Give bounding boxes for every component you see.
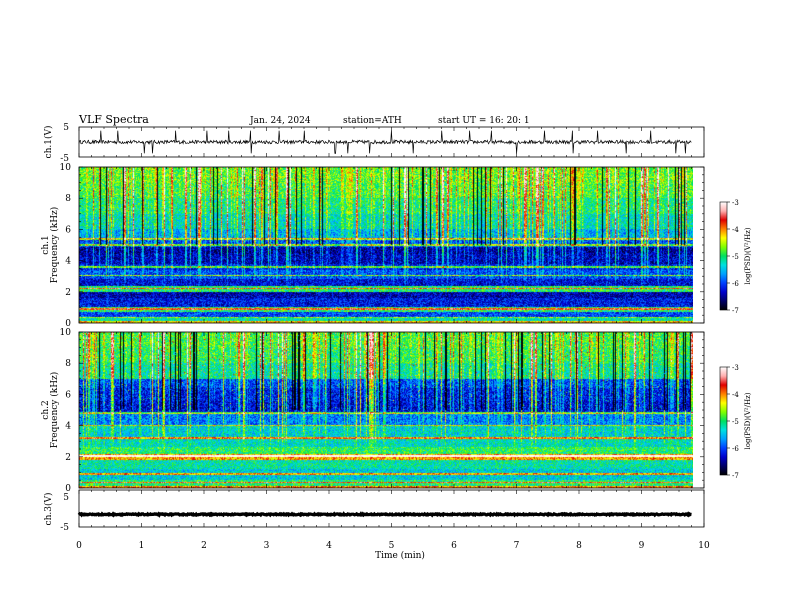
time-tick-label: 10 xyxy=(698,541,710,551)
freq-tick-label: 8 xyxy=(65,194,71,204)
colorbar-tick-label: -5 xyxy=(732,418,739,426)
ch3-wave-ticks xyxy=(78,490,705,527)
time-axis-label: Time (min) xyxy=(375,550,425,561)
ch1-waveform-panel: 5 -5 ch.1(V) xyxy=(43,123,705,164)
ch2-colorbar-ticks: -3 -4 -5 -6 -7 xyxy=(727,364,739,480)
freq-tick-label: 0 xyxy=(65,319,71,329)
time-tick-label: 8 xyxy=(576,541,582,551)
time-tick-label: 9 xyxy=(639,541,645,551)
date-label: Jan. 24, 2024 xyxy=(249,116,311,126)
ch2-spec-ylabel: Frequency (kHz) xyxy=(49,372,60,449)
freq-tick-label: 0 xyxy=(65,484,71,494)
freq-tick-label: 4 xyxy=(65,257,71,267)
freq-tick-label: 2 xyxy=(65,453,71,463)
freq-tick-label: 6 xyxy=(65,225,71,235)
ch1-spec-channel-label: ch.1 xyxy=(41,235,51,254)
time-tick-label: 7 xyxy=(514,541,520,551)
colorbar-tick-label: -3 xyxy=(732,364,739,372)
colorbar-tick-label: -5 xyxy=(732,253,739,261)
freq-tick-label: 8 xyxy=(65,359,71,369)
freq-tick-label: 6 xyxy=(65,390,71,400)
ch1-spectrogram-image xyxy=(79,167,693,323)
freq-tick-label: 10 xyxy=(60,163,72,173)
freq-tick-label: 4 xyxy=(65,422,71,432)
colorbar-tick-label: -3 xyxy=(732,199,739,207)
ch1-colorbar xyxy=(719,201,728,311)
ch1-waveform-line xyxy=(78,130,692,154)
colorbar-tick-label: -6 xyxy=(732,445,739,453)
ch1-spec-ylabel: Frequency (kHz) xyxy=(49,207,60,284)
freq-tick-label: 10 xyxy=(60,328,72,338)
ch2-spectrogram-frame xyxy=(78,331,705,489)
ch3-waveform-frame xyxy=(78,489,705,528)
ch2-colorbar-label: log(PSD)(V²/Hz) xyxy=(744,392,752,449)
colorbar-tick-label: -7 xyxy=(732,472,739,480)
ch2-spec-ytick-labels: 0 2 4 6 8 10 xyxy=(60,328,72,494)
ch1-waveform-frame xyxy=(78,126,705,158)
colorbar-tick-label: -4 xyxy=(732,226,739,234)
ch1-colorbar-label: log(PSD)(V²/Hz) xyxy=(744,227,752,284)
ch3-waveform-panel: 5 -5 ch.3(V) 0 1 2 3 4 5 6 7 8 9 10 Time (min) xyxy=(43,489,710,561)
time-tick-label: 2 xyxy=(201,541,207,551)
ch1-spectrogram-frame xyxy=(78,166,705,324)
time-tick-label: 4 xyxy=(326,541,332,551)
ch3-wave-ylabel: ch.3(V) xyxy=(43,493,54,526)
time-axis-tick-labels: 0 1 2 3 4 5 6 7 8 9 10 xyxy=(76,541,710,551)
time-tick-label: 3 xyxy=(264,541,270,551)
colorbar-tick-label: -6 xyxy=(732,280,739,288)
ch2-spec-channel-label: ch.2 xyxy=(41,400,51,419)
time-tick-label: 0 xyxy=(76,541,82,551)
ch3-waveform-line xyxy=(77,511,692,518)
ch3-wave-ytick-bottom: -5 xyxy=(60,523,69,533)
ch2-colorbar xyxy=(719,366,728,476)
freq-tick-label: 2 xyxy=(65,288,71,298)
colorbar-tick-label: -7 xyxy=(732,307,739,315)
time-tick-label: 6 xyxy=(451,541,457,551)
ch1-spec-ytick-labels: 0 2 4 6 8 10 xyxy=(60,163,72,329)
start-ut-label: start UT = 16: 20: 1 xyxy=(438,116,530,126)
ch1-wave-ylabel: ch.1(V) xyxy=(43,126,54,159)
ch3-wave-ytick-top: 5 xyxy=(63,493,69,503)
time-tick-label: 1 xyxy=(139,541,145,551)
colorbar-tick-label: -4 xyxy=(732,391,739,399)
ch1-wave-ytick-top: 5 xyxy=(63,123,69,133)
time-tick-label: 5 xyxy=(389,541,395,551)
ch2-spectrogram-image xyxy=(79,332,693,488)
figure-title: VLF Spectra xyxy=(78,113,149,126)
station-label: station=ATH xyxy=(343,116,402,126)
ch1-wave-ytick-bottom: -5 xyxy=(60,154,69,164)
ch1-colorbar-ticks: -3 -4 -5 -6 -7 xyxy=(727,199,739,315)
